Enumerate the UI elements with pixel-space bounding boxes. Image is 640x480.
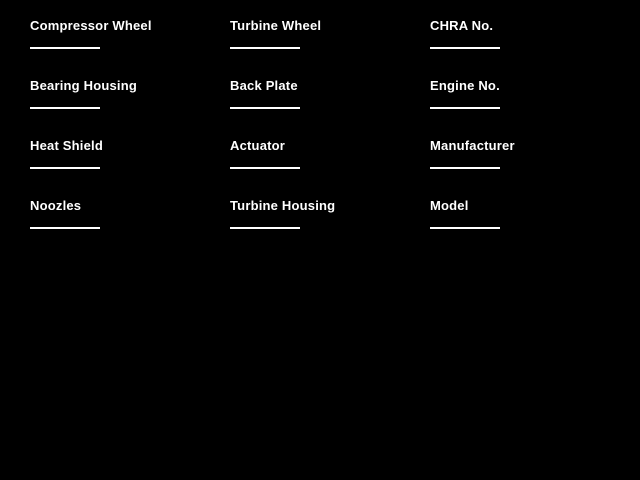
field-heat-shield: Heat Shield: [30, 134, 230, 194]
input-line-turbine-wheel[interactable]: [230, 47, 300, 49]
field-label-bearing-housing: Bearing Housing: [30, 78, 138, 93]
field-label-heat-shield: Heat Shield: [30, 138, 103, 153]
input-line-manufacturer[interactable]: [430, 167, 500, 169]
field-label-back-plate: Back Plate: [230, 78, 298, 93]
input-line-turbine-housing[interactable]: [230, 227, 300, 229]
field-compressor-wheel: Compressor Wheel: [30, 14, 230, 74]
field-engine-no: Engine No.: [430, 74, 630, 134]
field-model: Model: [430, 194, 630, 254]
input-line-model[interactable]: [430, 227, 500, 229]
field-label-compressor-wheel: Compressor Wheel: [30, 18, 152, 33]
input-line-noozles[interactable]: [30, 227, 100, 229]
field-turbine-wheel: Turbine Wheel: [230, 14, 430, 74]
field-bearing-housing: Bearing Housing: [30, 74, 230, 134]
field-noozles: Noozles: [30, 194, 230, 254]
input-line-engine-no[interactable]: [430, 107, 500, 109]
field-actuator: Actuator: [230, 134, 430, 194]
field-label-turbine-housing: Turbine Housing: [230, 198, 336, 213]
field-label-engine-no: Engine No.: [430, 78, 500, 93]
input-line-chra-no[interactable]: [430, 47, 500, 49]
field-label-manufacturer: Manufacturer: [430, 138, 515, 153]
input-line-actuator[interactable]: [230, 167, 300, 169]
field-turbine-housing: Turbine Housing: [230, 194, 430, 254]
field-label-chra-no: CHRA No.: [430, 18, 494, 33]
field-label-actuator: Actuator: [230, 138, 286, 153]
input-line-bearing-housing[interactable]: [30, 107, 100, 109]
field-back-plate: Back Plate: [230, 74, 430, 134]
input-line-heat-shield[interactable]: [30, 167, 100, 169]
field-label-model: Model: [430, 198, 469, 213]
input-line-back-plate[interactable]: [230, 107, 300, 109]
input-line-compressor-wheel[interactable]: [30, 47, 100, 49]
chra-details-form: Compressor Wheel Turbine Wheel CHRA No. …: [30, 14, 630, 254]
field-label-noozles: Noozles: [30, 198, 82, 213]
field-manufacturer: Manufacturer: [430, 134, 630, 194]
field-chra-no: CHRA No.: [430, 14, 630, 74]
field-label-turbine-wheel: Turbine Wheel: [230, 18, 322, 33]
